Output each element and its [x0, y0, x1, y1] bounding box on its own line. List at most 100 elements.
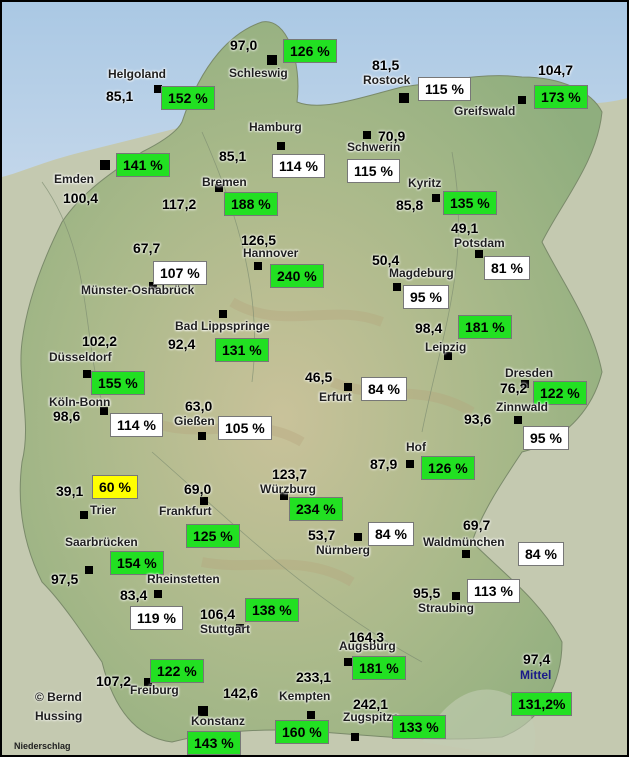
- station-name-dresden: Dresden: [505, 366, 554, 380]
- station-percent-düsseldorf: 155 %: [91, 371, 145, 395]
- station-percent-schleswig: 126 %: [283, 39, 337, 63]
- station-marker-augsburg: [344, 658, 352, 666]
- station-value-zugspitze: 242,1: [353, 696, 389, 712]
- station-value-würzburg: 123,7: [272, 466, 308, 482]
- credit-text: © Bernd: [35, 690, 82, 704]
- station-percent-kempten: 160 %: [275, 720, 329, 744]
- station-name-schwerin: Schwerin: [347, 140, 401, 154]
- station-value-köln-bonn: 98,6: [53, 408, 81, 424]
- station-name-bad-lippspringe: Bad Lippspringe: [175, 319, 270, 333]
- station-value-hamburg: 85,1: [219, 148, 247, 164]
- station-name-magdeburg: Magdeburg: [389, 266, 454, 280]
- station-marker-trier: [80, 511, 88, 519]
- station-marker-bad-lippspringe: [219, 310, 227, 318]
- station-name-gießen: Gießen: [174, 414, 215, 428]
- station-percent-kyritz: 135 %: [443, 191, 497, 215]
- station-name-augsburg: Augsburg: [339, 639, 396, 653]
- station-value-saarbrücken: 97,5: [51, 571, 79, 587]
- station-value-schleswig: 97,0: [230, 37, 258, 53]
- station-percent-dresden: 122 %: [533, 381, 587, 405]
- station-percent-zinnwald: 95 %: [523, 426, 569, 450]
- station-percent-magdeburg: 95 %: [403, 285, 449, 309]
- station-percent-frankfurt: 125 %: [186, 524, 240, 548]
- station-percent-schwerin: 115 %: [347, 159, 400, 183]
- station-value-bad-lippspringe: 92,4: [168, 336, 196, 352]
- station-percent-leipzig: 181 %: [458, 315, 512, 339]
- station-percent-saarbrücken: 154 %: [110, 551, 164, 575]
- station-value-nürnberg: 53,7: [308, 527, 336, 543]
- station-marker-konstanz: [198, 706, 208, 716]
- station-value-freiburg: 107,2: [96, 673, 132, 689]
- station-marker-helgoland: [154, 85, 162, 93]
- station-value-dresden: 76,2: [500, 380, 528, 396]
- station-value-gießen: 63,0: [185, 398, 213, 414]
- station-marker-schleswig: [267, 55, 277, 65]
- station-value-leipzig: 98,4: [415, 320, 443, 336]
- station-name-konstanz: Konstanz: [191, 714, 245, 728]
- station-marker-waldmünchen: [462, 550, 470, 558]
- station-value-münster-osnabrück: 67,7: [133, 240, 161, 256]
- station-value-potsdam: 49,1: [451, 220, 479, 236]
- station-value-zinnwald: 93,6: [464, 411, 492, 427]
- station-marker-stuttgart: [236, 624, 244, 632]
- station-percent-augsburg: 181 %: [352, 656, 406, 680]
- station-name-frankfurt: Frankfurt: [159, 504, 212, 518]
- station-percent-freiburg: 122 %: [150, 659, 204, 683]
- mittel-value: 97,4: [523, 651, 551, 667]
- station-percent-würzburg: 234 %: [289, 497, 343, 521]
- station-name-düsseldorf: Düsseldorf: [49, 350, 112, 364]
- footer-label: Niederschlag: [14, 741, 71, 751]
- station-marker-freiburg: [144, 678, 152, 686]
- station-name-zinnwald: Zinnwald: [496, 400, 548, 414]
- station-name-helgoland: Helgoland: [108, 67, 167, 81]
- station-name-kempten: Kempten: [279, 689, 331, 703]
- station-percent-rheinstetten: 119 %: [130, 606, 183, 630]
- station-percent-hannover: 240 %: [270, 264, 324, 288]
- station-marker-hannover: [254, 262, 262, 270]
- station-percent-helgoland: 152 %: [161, 86, 215, 110]
- station-percent-straubing: 113 %: [467, 579, 520, 603]
- station-percent-bremen: 188 %: [224, 192, 278, 216]
- station-value-rheinstetten: 83,4: [120, 587, 148, 603]
- station-percent-hof: 126 %: [421, 456, 475, 480]
- station-marker-frankfurt: [200, 497, 208, 505]
- station-marker-köln-bonn: [100, 407, 108, 415]
- station-percent-köln-bonn: 114 %: [110, 413, 163, 437]
- station-marker-greifswald: [518, 96, 526, 104]
- station-percent-greifswald: 173 %: [534, 85, 588, 109]
- station-name-köln-bonn: Köln-Bonn: [49, 395, 111, 409]
- station-name-potsdam: Potsdam: [454, 236, 505, 250]
- credit-name: Hussing: [35, 709, 83, 723]
- station-value-schwerin: 70,9: [378, 128, 406, 144]
- station-percent-trier: 60 %: [92, 475, 138, 499]
- station-name-hof: Hof: [406, 440, 426, 454]
- station-name-bremen: Bremen: [202, 175, 247, 189]
- station-marker-kyritz: [432, 194, 440, 202]
- station-value-greifswald: 104,7: [538, 62, 574, 78]
- station-marker-hamburg: [277, 142, 285, 150]
- station-percent-gießen: 105 %: [218, 416, 272, 440]
- station-name-hamburg: Hamburg: [249, 120, 302, 134]
- station-percent-nürnberg: 84 %: [368, 522, 414, 546]
- station-marker-düsseldorf: [83, 370, 91, 378]
- station-marker-rheinstetten: [154, 590, 162, 598]
- station-marker-zugspitze: [351, 733, 359, 741]
- station-marker-schwerin: [363, 131, 371, 139]
- station-percent-emden: 141 %: [116, 153, 170, 177]
- station-name-emden: Emden: [54, 172, 95, 186]
- mittel-label: Mittel: [520, 668, 552, 682]
- station-name-stuttgart: Stuttgart: [200, 622, 250, 636]
- station-percent-rostock: 115 %: [418, 77, 471, 101]
- station-value-stuttgart: 106,4: [200, 606, 236, 622]
- station-marker-zinnwald: [514, 416, 522, 424]
- station-name-straubing: Straubing: [418, 601, 474, 615]
- north-sea-baltic: [2, 2, 627, 177]
- station-value-trier: 39,1: [56, 483, 84, 499]
- station-marker-erfurt: [344, 383, 352, 391]
- station-percent-konstanz: 143 %: [187, 731, 241, 755]
- station-name-schleswig: Schleswig: [229, 66, 288, 80]
- station-name-erfurt: Erfurt: [319, 390, 352, 404]
- station-name-waldmünchen: Waldmünchen: [423, 535, 505, 549]
- station-name-rostock: Rostock: [363, 73, 411, 87]
